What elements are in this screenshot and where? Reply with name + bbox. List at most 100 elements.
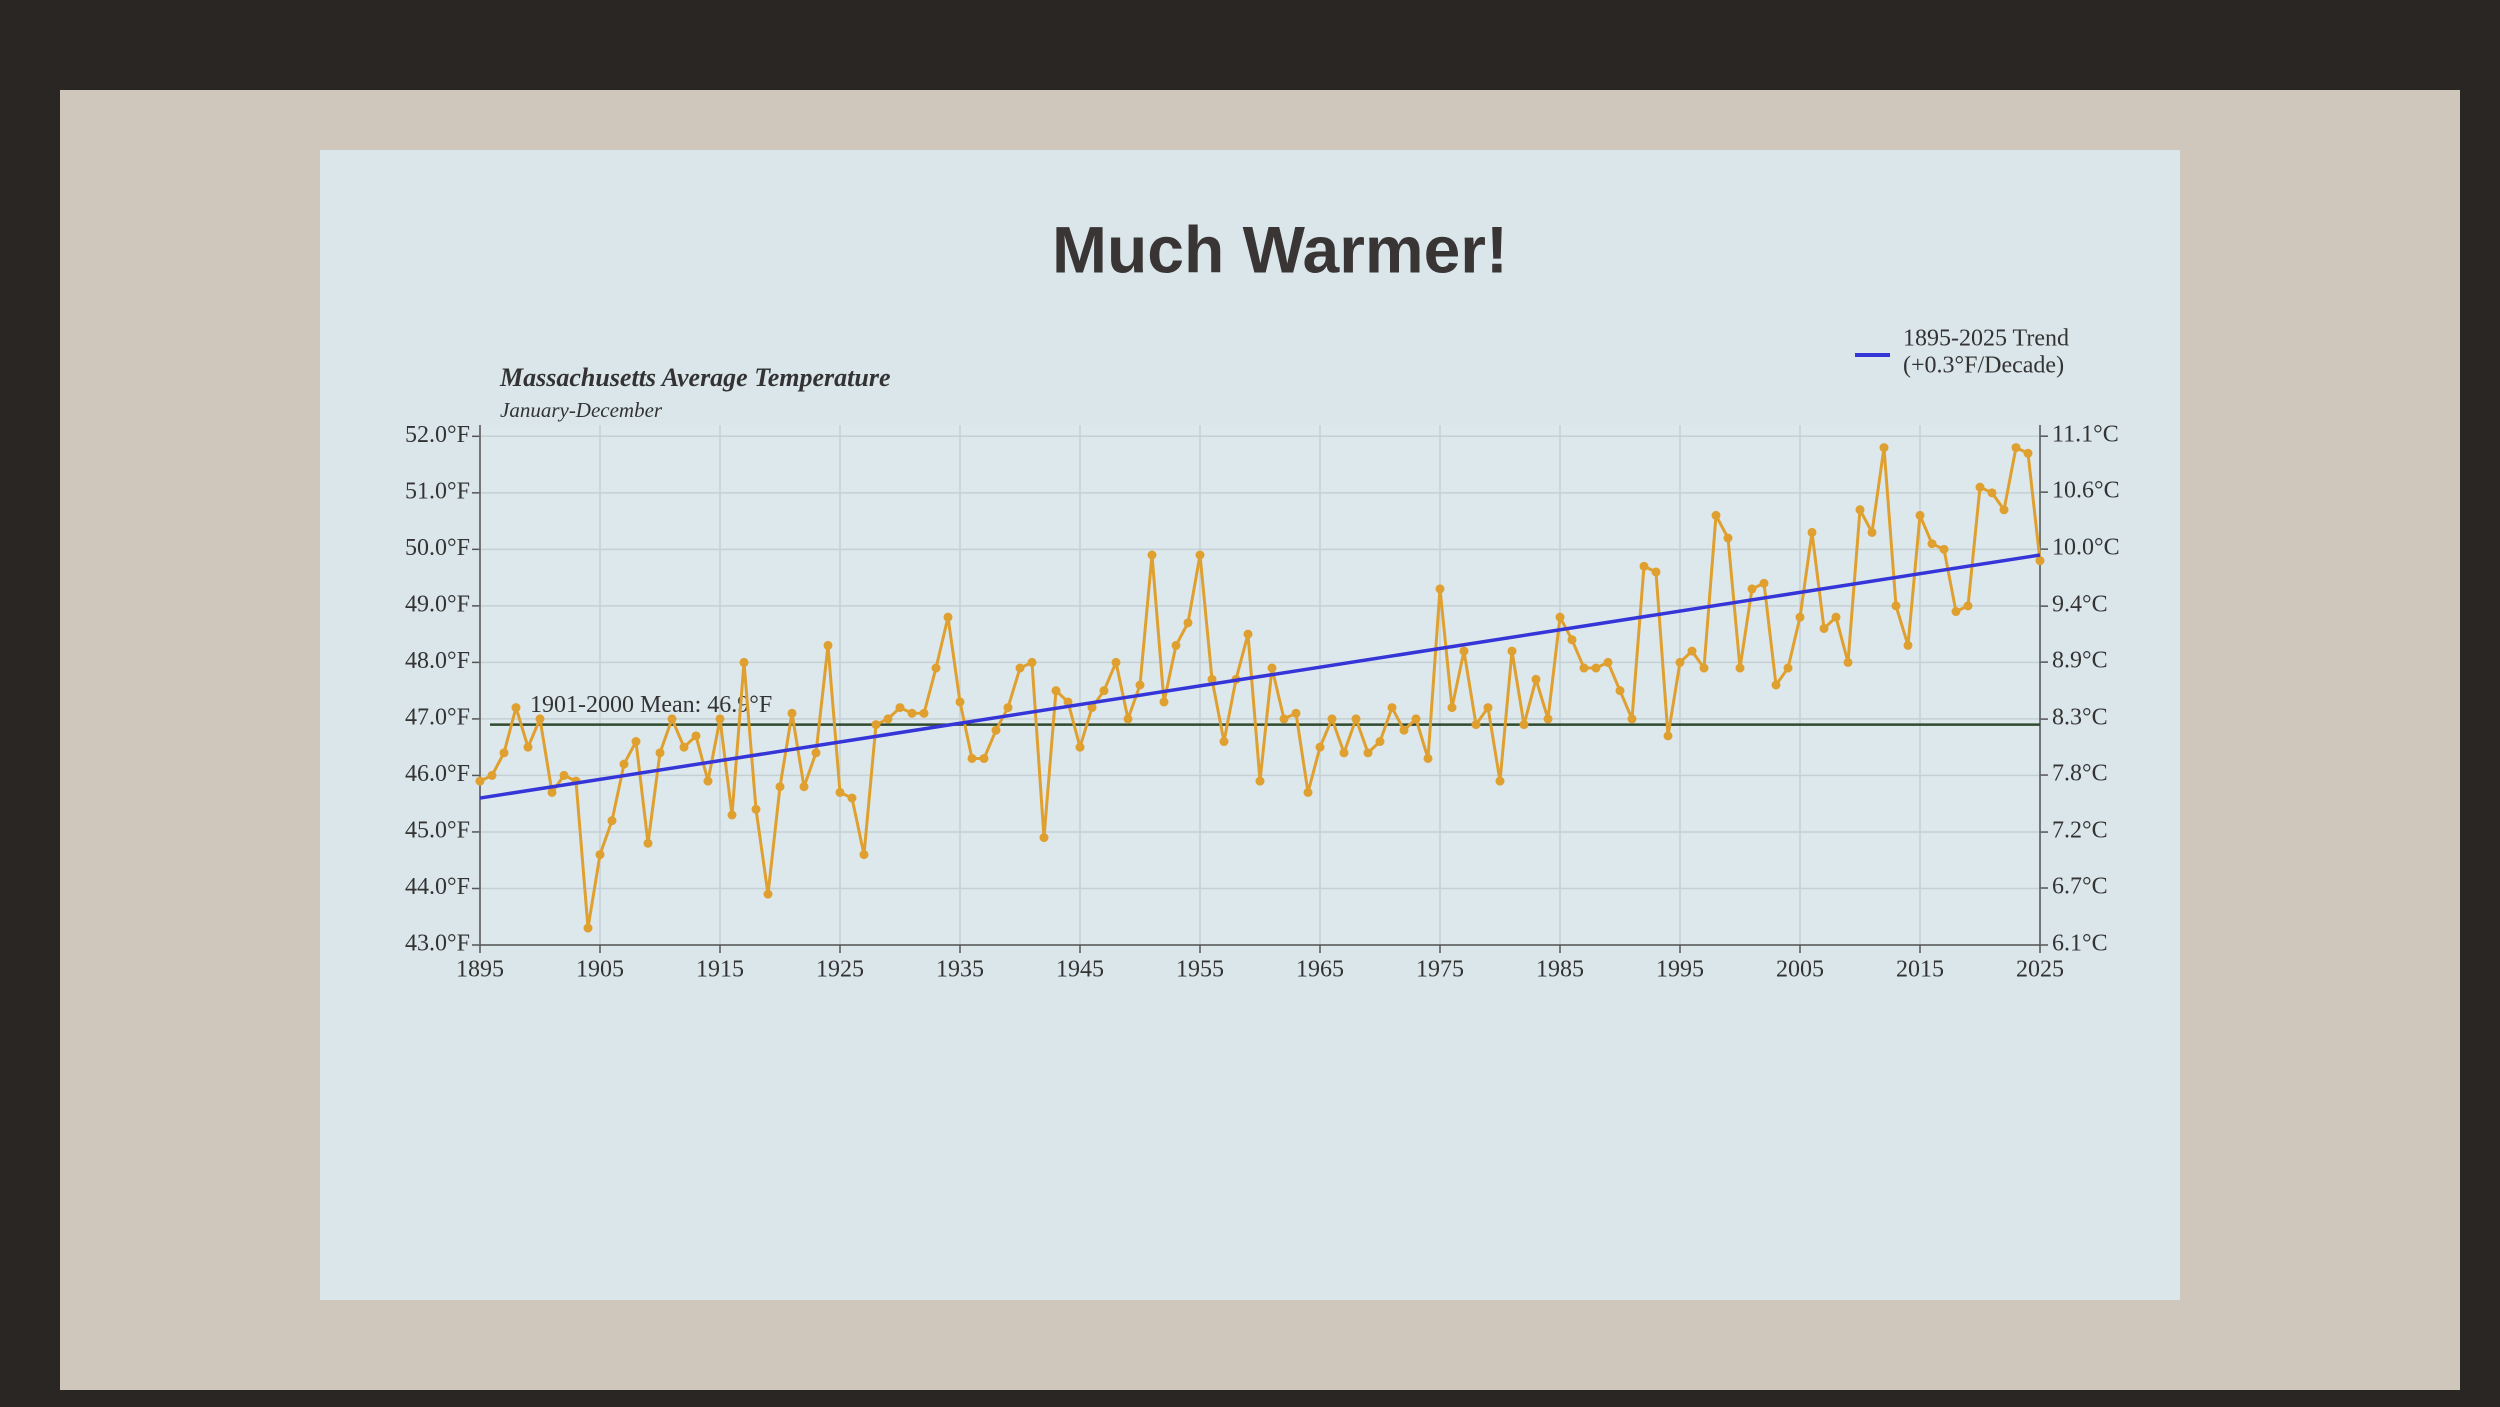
data-point	[499, 748, 509, 758]
data-point	[811, 748, 821, 758]
data-point	[715, 714, 725, 724]
data-point	[1111, 657, 1121, 667]
x-tick-label: 1895	[456, 957, 504, 983]
data-point	[979, 753, 989, 763]
data-point	[1087, 703, 1097, 713]
data-point	[559, 770, 569, 780]
data-point	[1003, 703, 1013, 713]
data-point	[775, 782, 785, 792]
data-point	[679, 742, 689, 752]
data-point	[1627, 714, 1637, 724]
legend-label: 1895-2025 Trend	[1903, 326, 2069, 352]
plot-area	[480, 425, 2040, 945]
y-tick-label: 45.0°F	[405, 817, 470, 843]
data-point	[1507, 646, 1517, 656]
data-point	[727, 810, 737, 820]
data-point	[1975, 482, 1985, 492]
data-point	[823, 640, 833, 650]
y2-tick-label: 8.3°C	[2052, 705, 2108, 731]
data-point	[955, 697, 965, 707]
data-point	[1939, 544, 1949, 554]
data-point	[1987, 488, 1997, 498]
data-point	[535, 714, 545, 724]
data-point	[1063, 697, 1073, 707]
data-point	[1219, 737, 1229, 747]
data-point	[1891, 601, 1901, 611]
y2-tick-label: 7.8°C	[2052, 761, 2108, 787]
data-point	[667, 714, 677, 724]
data-point	[607, 816, 617, 826]
data-point	[1147, 550, 1157, 560]
data-point	[751, 804, 761, 814]
data-point	[1339, 748, 1349, 758]
data-point	[1303, 787, 1313, 797]
data-point	[547, 787, 557, 797]
data-point	[1831, 612, 1841, 622]
data-point	[895, 703, 905, 713]
trend-line	[479, 553, 2041, 800]
data-point	[1459, 646, 1469, 656]
x-tick-label: 2015	[1896, 957, 1944, 983]
data-point	[1435, 584, 1445, 594]
data-point	[991, 725, 1001, 735]
data-point	[1603, 657, 1613, 667]
data-point	[1747, 584, 1757, 594]
data-point	[1447, 703, 1457, 713]
data-point	[631, 737, 641, 747]
data-point	[1207, 674, 1217, 684]
data-point	[1279, 714, 1289, 724]
x-tick-label: 1985	[1536, 957, 1584, 983]
data-point	[1315, 742, 1325, 752]
data-point	[703, 776, 713, 786]
data-point	[1075, 742, 1085, 752]
y2-tick-label: 10.6°C	[2052, 478, 2120, 504]
data-point	[871, 720, 881, 730]
data-point	[1663, 731, 1673, 741]
data-point	[1615, 686, 1625, 696]
y-tick-label: 44.0°F	[405, 874, 470, 900]
data-point	[1519, 720, 1529, 730]
data-point	[1387, 703, 1397, 713]
y2-tick-label: 11.1°C	[2052, 422, 2119, 448]
x-tick-label: 1955	[1176, 957, 1224, 983]
data-point	[1711, 510, 1721, 520]
data-point	[1099, 686, 1109, 696]
data-point	[1291, 708, 1301, 718]
data-point	[1243, 629, 1253, 639]
data-point	[1183, 618, 1193, 628]
data-point	[1843, 657, 1853, 667]
x-tick-label: 1905	[576, 957, 624, 983]
data-point	[1783, 663, 1793, 673]
data-point	[1915, 510, 1925, 520]
y-tick-label: 51.0°F	[405, 478, 470, 504]
data-point	[787, 708, 797, 718]
data-point	[859, 850, 869, 860]
data-point	[1255, 776, 1265, 786]
data-point	[1363, 748, 1373, 758]
data-point	[523, 742, 533, 752]
y2-tick-label: 8.9°C	[2052, 648, 2108, 674]
data-point	[907, 708, 917, 718]
data-point	[1555, 612, 1565, 622]
data-point	[1759, 578, 1769, 588]
data-point	[1411, 714, 1421, 724]
y2-tick-label: 6.1°C	[2052, 931, 2108, 957]
data-point	[967, 753, 977, 763]
y-tick-label: 47.0°F	[405, 704, 470, 730]
data-point	[883, 714, 893, 724]
data-point	[1327, 714, 1337, 724]
data-point	[1015, 663, 1025, 673]
x-tick-label: 1935	[936, 957, 984, 983]
data-point	[847, 793, 857, 803]
data-point	[1735, 663, 1745, 673]
x-tick-label: 1925	[816, 957, 864, 983]
data-point	[1999, 505, 2009, 515]
data-point	[1795, 612, 1805, 622]
data-point	[2011, 443, 2021, 453]
data-point	[475, 776, 485, 786]
legend-note: (+0.3°F/Decade)	[1903, 353, 2064, 379]
data-point	[643, 838, 653, 848]
y-tick-label: 48.0°F	[405, 648, 470, 674]
data-point	[835, 787, 845, 797]
